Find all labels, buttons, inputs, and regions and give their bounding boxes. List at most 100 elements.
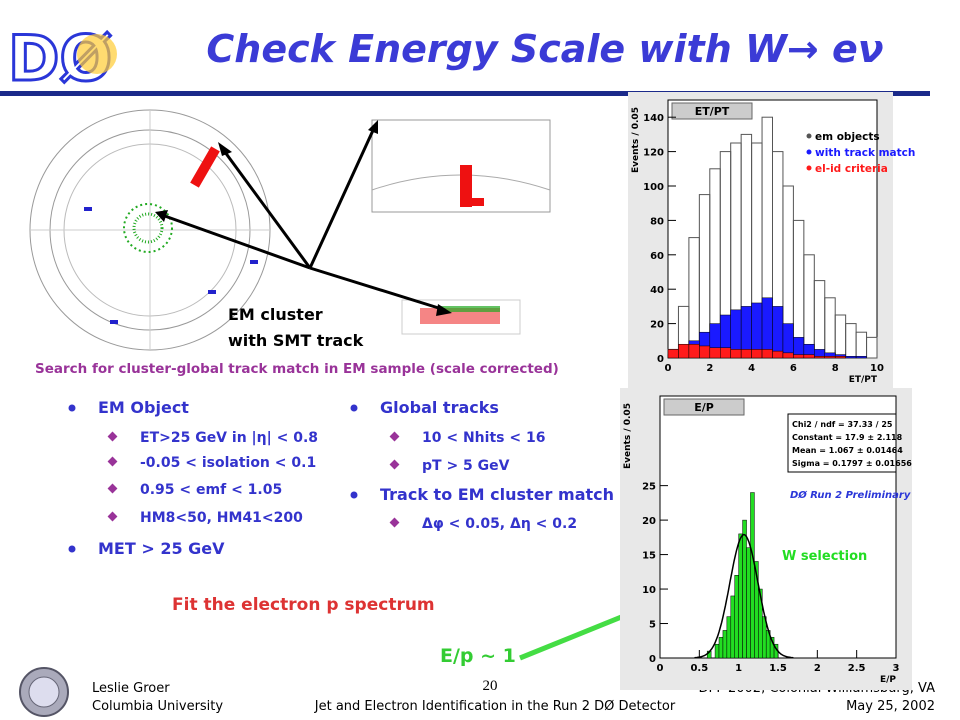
title-rule (0, 91, 930, 96)
sub-item: 10 < Nhits < 16 (422, 430, 545, 446)
bullet (350, 404, 358, 412)
y-tick-label: 100 (643, 182, 664, 193)
sub-item: HM8<50, HM41<200 (140, 510, 303, 526)
histogram-bar (761, 349, 773, 359)
histogram-bar (730, 349, 742, 359)
plot-title: ET/PT (695, 105, 730, 118)
histogram-bar (751, 349, 763, 359)
histogram-bar (714, 643, 720, 659)
sub-item: -0.05 < isolation < 0.1 (140, 455, 316, 471)
fit-note: Fit the electron p spectrum (172, 595, 435, 615)
sub-bullet (389, 517, 400, 528)
stats-row: Mean = 1.067 ± 0.01464 (792, 446, 903, 455)
bullet (68, 404, 76, 412)
footer-date: May 25, 2002 (846, 699, 935, 714)
logo-glow (77, 34, 117, 74)
event-label: EM cluster (228, 305, 323, 324)
y-tick-label: 20 (650, 320, 664, 331)
y-axis-label: Events / 0.05 (631, 107, 641, 173)
event-display (29, 109, 551, 351)
y-tick-label: 40 (650, 285, 664, 296)
histogram-bar (803, 354, 815, 359)
sub-item: Δφ < 0.05, Δη < 0.2 (422, 516, 577, 532)
event-label: with SMT track (228, 331, 364, 350)
plot-title-box (663, 398, 745, 416)
y-tick-label: 10 (642, 585, 656, 596)
histogram-bar (855, 356, 867, 359)
x-tick-label: 1 (735, 663, 742, 674)
x-tick-label: 2 (814, 663, 821, 674)
y-tick-label: 20 (642, 516, 656, 527)
histogram-bar (772, 350, 784, 359)
x-tick-label: 8 (832, 363, 839, 374)
histogram-bar (738, 533, 743, 659)
histogram-bar (834, 356, 846, 359)
legend-marker (806, 149, 812, 155)
x-axis-label: E/P (880, 675, 896, 685)
slide-title: Check Energy Scale with W→ eν (206, 27, 883, 71)
list-item: Track to EM cluster match (380, 485, 614, 504)
histogram-bar (722, 630, 728, 659)
series-label: W selection (782, 549, 867, 564)
legend-marker (806, 165, 812, 171)
footer-institution: Columbia University (92, 699, 223, 714)
preliminary: DØ Run 2 Preliminary (790, 489, 911, 501)
sub-bullet (107, 511, 118, 522)
histogram-bar (866, 336, 878, 359)
footer-talk: Jet and Electron Identification in the R… (314, 699, 676, 714)
y-tick-label: 5 (649, 620, 656, 631)
sub-item: 0.95 < emf < 1.05 (140, 482, 282, 498)
caption: Search for cluster-global track match in… (35, 361, 559, 377)
bullet (350, 491, 358, 499)
histogram-bar (793, 354, 805, 359)
stats-row: Constant = 17.9 ± 2.118 (792, 433, 903, 442)
histogram-bar (845, 356, 857, 359)
y-tick-label: 60 (650, 251, 664, 262)
x-axis-label: ET/PT (849, 375, 878, 385)
histogram-bar (761, 297, 773, 359)
histogram-bar (734, 575, 739, 659)
x-tick-label: 6 (790, 363, 797, 374)
list-item: EM Object (98, 398, 189, 417)
x-tick-label: 0.5 (690, 663, 708, 674)
x-tick-label: 0 (665, 363, 672, 374)
plot-title: E/P (694, 401, 714, 414)
histogram-bar (667, 349, 679, 359)
legend-entry: em objects (815, 131, 880, 143)
y-tick-label: 140 (643, 113, 664, 124)
y-tick-label: 80 (650, 216, 664, 227)
plot-title-box (671, 102, 753, 120)
legend-marker (806, 133, 812, 139)
x-tick-label: 10 (870, 363, 884, 374)
histogram-bar (720, 347, 731, 359)
ep-note: E/p ~ 1 (440, 645, 516, 667)
list-item: MET > 25 GeV (98, 539, 225, 558)
histogram-bar (699, 345, 711, 359)
page-number: 20 (483, 678, 498, 694)
histogram-bar (750, 492, 755, 659)
bullet (68, 545, 76, 553)
y-tick-label: 120 (643, 148, 664, 159)
histogram-bar (718, 637, 724, 659)
histogram-bar (688, 343, 700, 359)
y-tick-label: 0 (649, 654, 656, 665)
sub-item: ET>25 GeV in |η| < 0.8 (140, 430, 318, 446)
histogram-bar (678, 343, 690, 359)
legend-entry: el-id criteria (815, 163, 888, 175)
y-tick-label: 0 (657, 354, 664, 365)
sub-bullet (389, 431, 400, 442)
histogram-bar (782, 352, 794, 359)
y-tick-label: 15 (642, 551, 656, 562)
y-tick-label: 25 (642, 482, 656, 493)
stats-row: Chi2 / ndf = 37.33 / 25 (792, 420, 893, 429)
stats-row: Sigma = 0.1797 ± 0.01656 (792, 459, 912, 468)
histogram-bar (772, 306, 784, 359)
x-tick-label: 0 (657, 663, 664, 674)
footer-author: Leslie Groer (92, 681, 170, 696)
histogram-bar (746, 547, 751, 659)
sub-item: pT > 5 GeV (422, 458, 510, 474)
histogram-bar (814, 356, 825, 359)
x-tick-label: 2 (706, 363, 713, 374)
x-tick-label: 2.5 (848, 663, 866, 674)
